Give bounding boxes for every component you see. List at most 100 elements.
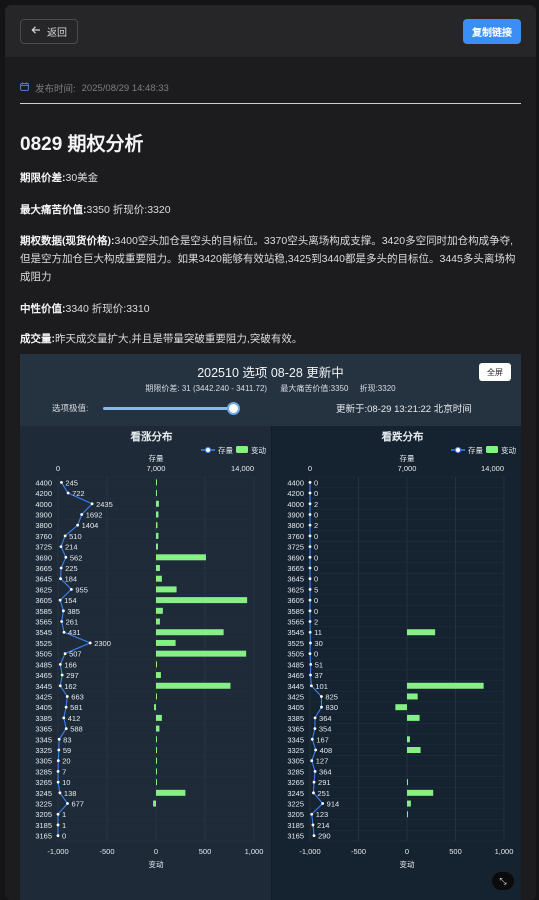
strike-label: 3645 bbox=[35, 575, 52, 584]
open-interest-data-label: 162 bbox=[64, 682, 77, 691]
strike-label: 3285 bbox=[35, 767, 52, 776]
open-interest-data-label: 30 bbox=[314, 639, 322, 648]
top-tick-label: 14,000 bbox=[231, 464, 254, 473]
change-bar bbox=[156, 522, 158, 529]
strike-label: 3165 bbox=[35, 832, 52, 841]
strike-label: 3445 bbox=[35, 682, 52, 691]
open-interest-data-label: 677 bbox=[71, 800, 84, 809]
strike-label: 3690 bbox=[287, 553, 304, 562]
strike-label: 3565 bbox=[35, 618, 52, 627]
expand-icon[interactable]: ⤡ bbox=[492, 872, 514, 890]
strike-label: 3505 bbox=[35, 650, 52, 659]
open-interest-data-label: 251 bbox=[317, 789, 330, 798]
strike-label: 3760 bbox=[35, 532, 52, 541]
strike-label: 3425 bbox=[35, 692, 52, 701]
strike-label: 3485 bbox=[287, 660, 304, 669]
open-interest-point bbox=[308, 577, 312, 581]
open-interest-data-label: 364 bbox=[319, 767, 332, 776]
strike-label: 4400 bbox=[287, 478, 304, 487]
chart-title: 202510 选项 08-28 更新中 bbox=[197, 366, 344, 380]
open-interest-point bbox=[314, 748, 318, 752]
change-bar bbox=[154, 704, 156, 711]
strike-label: 3385 bbox=[35, 714, 52, 723]
strike-label: 3245 bbox=[287, 789, 304, 798]
open-interest-point bbox=[310, 812, 314, 816]
change-bar bbox=[156, 736, 157, 743]
extreme-value-slider[interactable] bbox=[103, 407, 235, 410]
open-interest-data-label: 2435 bbox=[96, 500, 113, 509]
paragraph-label: 成交量 bbox=[20, 333, 52, 345]
top-axis-label: 存量 bbox=[149, 453, 164, 463]
change-bar bbox=[407, 789, 434, 796]
legend-label-oi: 存量 bbox=[218, 445, 233, 455]
open-interest-point bbox=[59, 566, 63, 570]
open-interest-point bbox=[59, 577, 62, 581]
open-interest-data-label: 581 bbox=[70, 703, 83, 712]
open-interest-point bbox=[320, 695, 323, 698]
chart-subtitle-discount: 折现:3320 bbox=[359, 384, 396, 393]
change-bar bbox=[407, 736, 410, 743]
strike-label: 3505 bbox=[287, 650, 304, 659]
strike-label: 3525 bbox=[35, 639, 52, 648]
open-interest-data-label: 127 bbox=[316, 757, 329, 766]
open-interest-data-label: 184 bbox=[65, 575, 78, 584]
bottom-tick-label: 1,000 bbox=[495, 847, 514, 856]
paragraph-spread: 期限价差:30美金 bbox=[20, 172, 99, 184]
open-interest-data-label: 2 bbox=[314, 618, 318, 627]
open-interest-data-label: 214 bbox=[317, 821, 330, 830]
change-bar bbox=[156, 639, 176, 646]
strike-label: 3465 bbox=[35, 671, 52, 680]
change-bar bbox=[156, 650, 247, 657]
strike-label: 3525 bbox=[287, 639, 304, 648]
publish-time: 2025/08/29 14:48:33 bbox=[81, 82, 169, 94]
slider-handle[interactable] bbox=[227, 402, 240, 415]
open-interest-data-label: 955 bbox=[75, 585, 88, 594]
paragraph-label: 期权数据(现货价格) bbox=[20, 235, 111, 247]
back-button[interactable]: 返回 bbox=[20, 19, 78, 44]
open-interest-data-label: 2300 bbox=[94, 639, 111, 648]
open-interest-point bbox=[64, 727, 68, 730]
open-interest-data-label: 722 bbox=[72, 489, 85, 498]
open-interest-point bbox=[60, 673, 64, 677]
copy-link-button[interactable]: 复制链接 bbox=[463, 19, 521, 44]
bottom-tick-label: -1,000 bbox=[299, 847, 320, 856]
open-interest-data-label: 364 bbox=[319, 714, 332, 723]
strike-label: 3585 bbox=[287, 607, 304, 616]
change-bar bbox=[156, 661, 157, 668]
article-title: 0829 期权分析 bbox=[20, 134, 144, 155]
open-interest-data-label: 1 bbox=[62, 810, 66, 819]
change-bar bbox=[156, 693, 157, 700]
change-bar bbox=[156, 779, 157, 786]
change-bar bbox=[156, 768, 157, 775]
strike-label: 4400 bbox=[35, 478, 52, 487]
bottom-tick-label: 500 bbox=[449, 847, 462, 856]
open-interest-data-label: 0 bbox=[62, 832, 66, 841]
strike-label: 3725 bbox=[287, 543, 304, 552]
strike-label: 3425 bbox=[287, 692, 304, 701]
bottom-tick-label: 0 bbox=[405, 847, 409, 856]
change-bar bbox=[156, 747, 157, 753]
strike-label: 3760 bbox=[287, 532, 304, 541]
slider-label: 选项极值: bbox=[52, 403, 89, 413]
strike-label: 3605 bbox=[287, 596, 304, 605]
open-interest-data-label: 0 bbox=[314, 532, 318, 541]
paragraph-volume: 成交量:昨天成交量扩大,并且是带量突破重要阻力,突破有效。 bbox=[20, 333, 303, 345]
open-interest-point bbox=[308, 480, 312, 484]
bottom-tick-label: 1,000 bbox=[245, 847, 264, 856]
fullscreen-button[interactable]: 全屏 bbox=[479, 363, 511, 381]
open-interest-data-label: 914 bbox=[327, 800, 340, 809]
open-interest-point bbox=[308, 598, 312, 602]
strike-label: 3405 bbox=[287, 703, 304, 712]
change-bar bbox=[156, 618, 160, 625]
paragraph-label: 最大痛苦价值 bbox=[20, 204, 83, 216]
open-interest-point bbox=[309, 684, 313, 688]
open-interest-point bbox=[308, 502, 312, 506]
open-interest-data-label: 225 bbox=[65, 564, 78, 573]
open-interest-point bbox=[62, 716, 66, 720]
open-interest-point bbox=[58, 684, 62, 688]
open-interest-point bbox=[313, 716, 317, 720]
change-bar bbox=[156, 682, 231, 689]
strike-label: 3800 bbox=[287, 521, 304, 530]
paragraph-option-data: 期权数据(现货价格):3400空头加仓是空头的目标位。3370空头离场构成支撑。… bbox=[20, 235, 516, 283]
change-bar bbox=[153, 800, 156, 807]
